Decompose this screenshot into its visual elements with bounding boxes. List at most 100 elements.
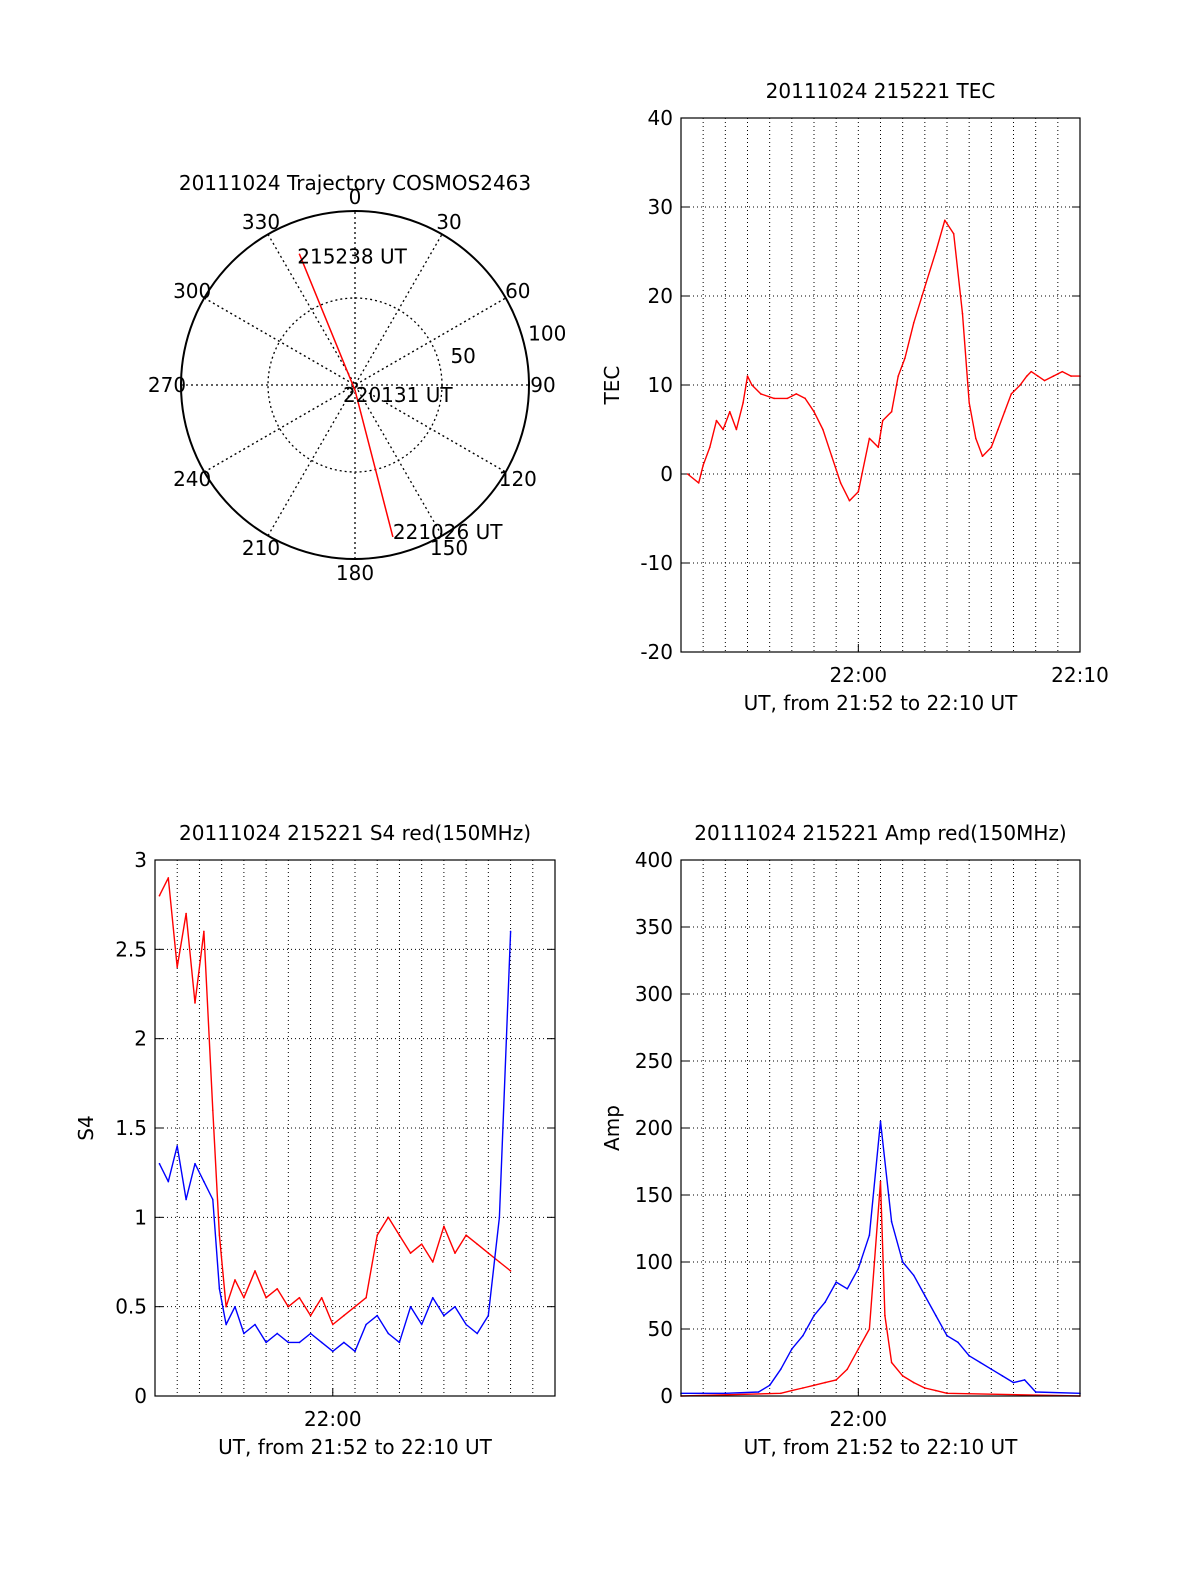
tec-plot-frame	[680, 117, 1081, 653]
s4-series-point	[158, 1162, 161, 1165]
amp-series-point	[1034, 1391, 1037, 1393]
amp-series-point	[857, 1267, 860, 1270]
amp-series-point	[1001, 1375, 1004, 1377]
amp-series-point	[968, 1355, 970, 1357]
tec-series-point	[990, 446, 993, 449]
tec-series-point	[935, 250, 937, 253]
amp-series-point	[884, 1314, 886, 1317]
s4-series-point	[376, 1314, 379, 1317]
amp-series-point	[924, 1294, 926, 1297]
tec-series-point	[697, 482, 700, 484]
amp-series-point	[935, 1314, 937, 1317]
tec-ytick-label: 0	[660, 462, 673, 486]
azimuth-label: 30	[436, 210, 461, 234]
amp-series-point	[757, 1391, 760, 1393]
s4-series-point	[185, 912, 187, 915]
s4-series-point	[254, 1323, 256, 1326]
azimuth-label: 330	[242, 210, 280, 234]
amp-series-point	[935, 1389, 937, 1392]
tec-series-point	[702, 464, 704, 466]
s4-series-point	[225, 1323, 227, 1326]
tec-series-point	[975, 437, 977, 440]
amp-series-point	[824, 1301, 826, 1303]
tec-xlabel: UT, from 21:52 to 22:10 UT	[744, 691, 1019, 715]
tec-series-point	[997, 428, 999, 431]
s4-series-point	[454, 1305, 456, 1308]
s4-series-point	[167, 877, 170, 879]
tec-xtick-label: 22:00	[830, 663, 888, 687]
s4-series-point	[498, 1216, 501, 1219]
tec-series-point	[813, 410, 815, 413]
amp-series-point	[724, 1392, 727, 1395]
tec-series-point	[735, 428, 738, 431]
s4-series-point	[443, 1314, 445, 1317]
s4-series-point	[243, 1296, 245, 1299]
azimuth-label: 300	[173, 279, 211, 303]
tec-ytick-label: 10	[648, 373, 673, 397]
tec-series-point	[890, 410, 893, 413]
s4-xtick-label: 22:00	[304, 1407, 362, 1431]
s4-xlabel: UT, from 21:52 to 22:10 UT	[218, 1435, 493, 1459]
amp-series-point	[879, 1120, 882, 1123]
s4-series-point	[309, 1314, 312, 1317]
tec-series-point	[1043, 379, 1046, 382]
s4-ytick-label: 0.5	[115, 1295, 147, 1319]
amp-series-point	[779, 1368, 782, 1370]
tec-series-point	[897, 375, 900, 377]
amp-series-point	[779, 1392, 782, 1395]
tec-series-point	[722, 428, 724, 431]
amp-series-point	[857, 1348, 860, 1350]
azimuth-label: 120	[499, 467, 537, 491]
s4-series-point	[420, 1323, 423, 1326]
s4-series-point	[387, 1332, 390, 1335]
amp-series-point	[846, 1368, 849, 1370]
amp-series-point	[802, 1334, 804, 1337]
s4-series-point	[194, 1162, 196, 1165]
s4-series-point	[409, 1252, 412, 1254]
s4-series-line	[158, 931, 512, 1353]
tec-series-point	[751, 384, 753, 386]
azimuth-label: 210	[242, 536, 280, 560]
amp-series-point	[979, 1361, 982, 1364]
s4-series-point	[211, 1198, 214, 1201]
azimuth-label: 0	[349, 185, 362, 209]
s4-series-point	[298, 1296, 301, 1299]
s4-title: 20111024 215221 S4 red(150MHz)	[179, 821, 531, 845]
amp-series-point	[791, 1389, 793, 1392]
azimuth-label: 150	[430, 536, 468, 560]
tec-series-point	[830, 455, 833, 458]
s4-series-point	[194, 1002, 196, 1004]
s4-series-point	[487, 1314, 490, 1317]
amp-ytick-label: 350	[635, 915, 673, 939]
s4-series-point	[376, 1234, 379, 1236]
amp-series-point	[868, 1328, 871, 1330]
tec-series-point	[981, 455, 984, 458]
s4-series-point	[343, 1341, 345, 1344]
amp-ytick-label: 100	[635, 1250, 673, 1274]
amp-ytick-label: 50	[648, 1317, 673, 1341]
amp-series-point	[813, 1384, 815, 1387]
amp-series-point	[868, 1234, 871, 1236]
azimuth-label: 270	[148, 373, 186, 397]
tec-ytick-label: 40	[648, 106, 673, 130]
s4-series-point	[287, 1341, 290, 1344]
radial-label: 50	[450, 344, 475, 368]
s4-series-point	[265, 1341, 267, 1344]
tec-ytick-label: 30	[648, 195, 673, 219]
s4-series-point	[498, 1261, 501, 1263]
tec-series-point	[715, 419, 718, 422]
s4-series-point	[203, 930, 205, 933]
amp-series-point	[802, 1387, 804, 1389]
s4-series-point	[476, 1332, 479, 1335]
azimuth-label: 180	[336, 561, 374, 585]
tec-series-point	[709, 446, 711, 449]
s4-series-point	[476, 1243, 479, 1245]
trajectory-track	[298, 253, 394, 538]
s4-series-point	[320, 1341, 323, 1344]
s4-series-point	[465, 1234, 467, 1236]
amp-series-point	[879, 1180, 882, 1183]
amp-xlabel: UT, from 21:52 to 22:10 UT	[744, 1435, 1019, 1459]
tec-title: 20111024 215221 TEC	[766, 79, 996, 103]
tec-series-point	[1010, 393, 1013, 395]
